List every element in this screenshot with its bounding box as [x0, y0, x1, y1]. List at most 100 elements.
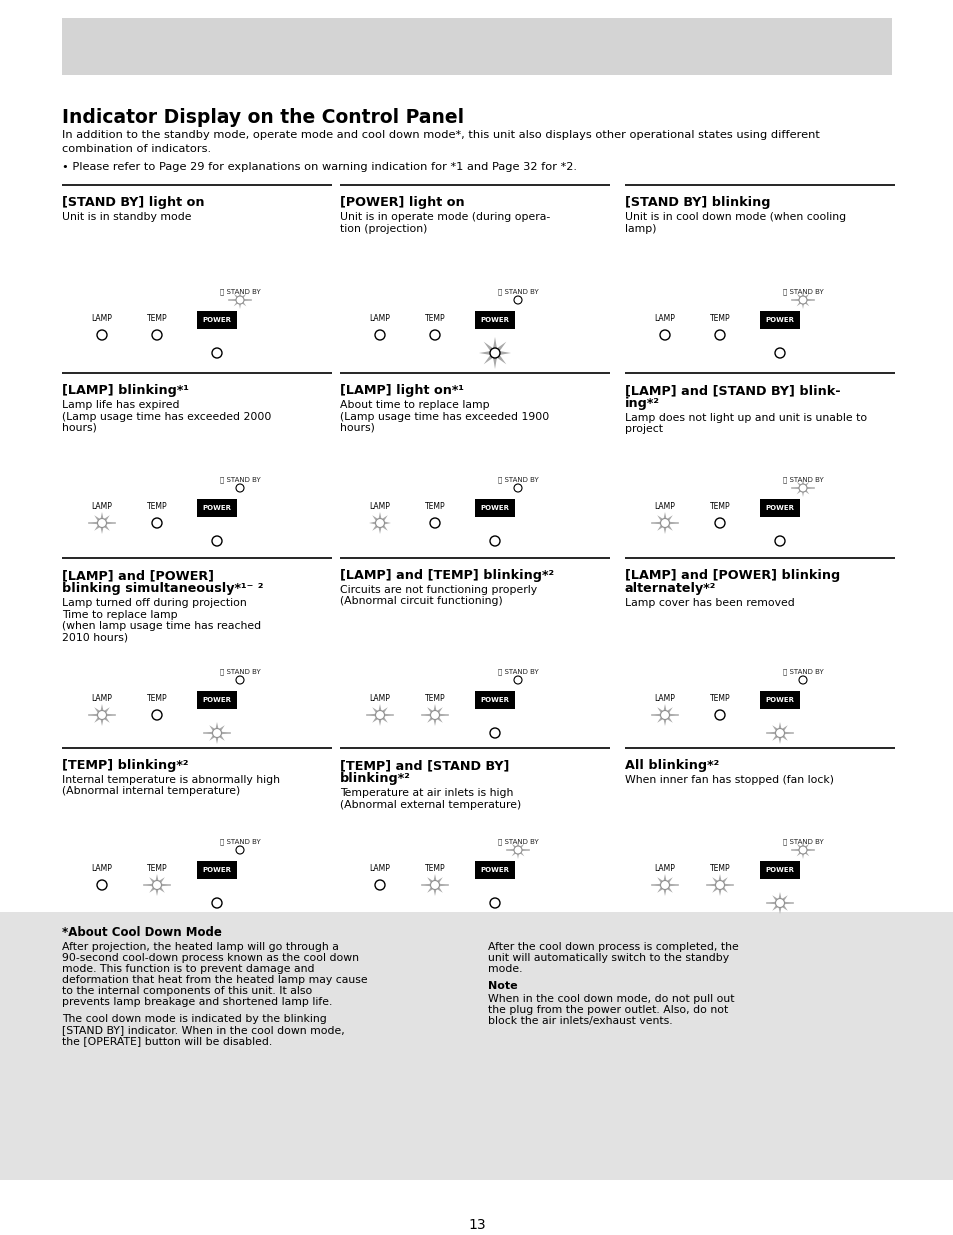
Circle shape: [799, 846, 806, 853]
Text: prevents lamp breakage and shortened lamp life.: prevents lamp breakage and shortened lam…: [62, 997, 332, 1007]
Text: ⏻ STAND BY: ⏻ STAND BY: [497, 839, 537, 845]
Text: mode.: mode.: [488, 965, 522, 974]
Text: tion (projection): tion (projection): [339, 224, 427, 233]
Text: the plug from the power outlet. Also, do not: the plug from the power outlet. Also, do…: [488, 1005, 727, 1015]
Text: alternately*²: alternately*²: [624, 582, 716, 595]
Polygon shape: [423, 704, 446, 726]
Text: TEMP: TEMP: [147, 864, 167, 873]
Bar: [196, 861, 236, 879]
Text: [STAND BY] blinking: [STAND BY] blinking: [624, 196, 770, 209]
Circle shape: [659, 710, 669, 720]
Text: In addition to the standby mode, operate mode and cool down mode*, this unit als: In addition to the standby mode, operate…: [62, 130, 819, 140]
Text: POWER: POWER: [202, 317, 232, 324]
Bar: [196, 692, 236, 709]
Polygon shape: [423, 874, 446, 897]
Text: ing*²: ing*²: [624, 396, 659, 410]
Text: [POWER] light on: [POWER] light on: [339, 196, 464, 209]
Circle shape: [490, 727, 499, 739]
Text: POWER: POWER: [202, 867, 232, 873]
Text: Unit is in operate mode (during opera-: Unit is in operate mode (during opera-: [339, 212, 550, 222]
Text: [LAMP] and [POWER]: [LAMP] and [POWER]: [62, 569, 213, 582]
Text: [TEMP] blinking*²: [TEMP] blinking*²: [62, 760, 189, 772]
Circle shape: [152, 517, 162, 529]
Text: After projection, the heated lamp will go through a: After projection, the heated lamp will g…: [62, 942, 338, 952]
Text: to the internal components of this unit. It also: to the internal components of this unit.…: [62, 986, 312, 995]
Text: block the air inlets/exhaust vents.: block the air inlets/exhaust vents.: [488, 1016, 672, 1026]
Polygon shape: [91, 704, 112, 726]
Text: The cool down mode is indicated by the blinking: The cool down mode is indicated by the b…: [62, 1014, 327, 1024]
Circle shape: [375, 519, 384, 527]
Circle shape: [430, 881, 439, 889]
Bar: [0, 911, 953, 1179]
Text: Indicator Display on the Control Panel: Indicator Display on the Control Panel: [62, 107, 464, 127]
Text: ⏻ STAND BY: ⏻ STAND BY: [497, 475, 537, 483]
Polygon shape: [91, 513, 112, 534]
Text: Unit is in standby mode: Unit is in standby mode: [62, 212, 192, 222]
Text: Internal temperature is abnormally high: Internal temperature is abnormally high: [62, 776, 280, 785]
Circle shape: [375, 710, 384, 720]
Text: ⏻ STAND BY: ⏻ STAND BY: [781, 668, 822, 674]
Circle shape: [714, 710, 724, 720]
Circle shape: [430, 330, 439, 340]
Text: [LAMP] and [STAND BY] blink-: [LAMP] and [STAND BY] blink-: [624, 384, 840, 396]
Circle shape: [775, 899, 783, 908]
Circle shape: [235, 296, 244, 304]
Circle shape: [213, 729, 221, 737]
Circle shape: [375, 330, 385, 340]
Polygon shape: [369, 513, 391, 534]
Text: blinking simultaneously*¹⁻ ²: blinking simultaneously*¹⁻ ²: [62, 582, 263, 595]
Text: LAMP: LAMP: [91, 501, 112, 511]
Circle shape: [152, 881, 161, 889]
Circle shape: [490, 348, 499, 358]
Text: blinking*²: blinking*²: [339, 772, 411, 785]
Text: 2010 hours): 2010 hours): [62, 632, 128, 642]
Text: Lamp cover has been removed: Lamp cover has been removed: [624, 598, 794, 608]
Bar: [760, 692, 800, 709]
Text: [LAMP] and [TEMP] blinking*²: [LAMP] and [TEMP] blinking*²: [339, 569, 554, 582]
Text: When in the cool down mode, do not pull out: When in the cool down mode, do not pull …: [488, 994, 734, 1004]
Text: 90-second cool-down process known as the cool down: 90-second cool-down process known as the…: [62, 953, 358, 963]
Text: the [OPERATE] button will be disabled.: the [OPERATE] button will be disabled.: [62, 1036, 272, 1046]
Text: Lamp life has expired: Lamp life has expired: [62, 400, 179, 410]
Circle shape: [714, 517, 724, 529]
Text: *About Cool Down Mode: *About Cool Down Mode: [62, 926, 222, 939]
Text: LAMP: LAMP: [91, 694, 112, 703]
Text: (Lamp usage time has exceeded 2000: (Lamp usage time has exceeded 2000: [62, 411, 271, 421]
Text: TEMP: TEMP: [424, 864, 445, 873]
Circle shape: [212, 898, 222, 908]
Bar: [475, 311, 515, 329]
Text: [TEMP] and [STAND BY]: [TEMP] and [STAND BY]: [339, 760, 509, 772]
Text: ⏻ STAND BY: ⏻ STAND BY: [781, 475, 822, 483]
Text: TEMP: TEMP: [424, 694, 445, 703]
Circle shape: [659, 330, 669, 340]
Text: All blinking*²: All blinking*²: [624, 760, 719, 772]
Polygon shape: [146, 874, 168, 897]
Text: When inner fan has stopped (fan lock): When inner fan has stopped (fan lock): [624, 776, 833, 785]
Polygon shape: [768, 722, 790, 743]
Circle shape: [375, 881, 385, 890]
Circle shape: [152, 330, 162, 340]
Polygon shape: [768, 892, 790, 914]
Text: [LAMP] and [POWER] blinking: [LAMP] and [POWER] blinking: [624, 569, 840, 582]
Text: POWER: POWER: [764, 697, 794, 703]
Bar: [760, 861, 800, 879]
Text: LAMP: LAMP: [369, 864, 390, 873]
Text: POWER: POWER: [202, 697, 232, 703]
Polygon shape: [369, 704, 391, 726]
Circle shape: [514, 484, 521, 492]
Text: POWER: POWER: [764, 317, 794, 324]
Circle shape: [97, 519, 107, 527]
Text: After the cool down process is completed, the: After the cool down process is completed…: [488, 942, 738, 952]
Circle shape: [490, 536, 499, 546]
Text: POWER: POWER: [480, 867, 509, 873]
Text: TEMP: TEMP: [424, 501, 445, 511]
Polygon shape: [509, 841, 526, 860]
Text: [STAND BY] indicator. When in the cool down mode,: [STAND BY] indicator. When in the cool d…: [62, 1025, 344, 1035]
Text: Temperature at air inlets is high: Temperature at air inlets is high: [339, 788, 513, 798]
Text: Time to replace lamp: Time to replace lamp: [62, 610, 177, 620]
Circle shape: [775, 729, 783, 737]
Text: POWER: POWER: [202, 505, 232, 511]
Polygon shape: [654, 704, 676, 726]
Text: ⏻ STAND BY: ⏻ STAND BY: [781, 839, 822, 845]
Text: LAMP: LAMP: [369, 694, 390, 703]
